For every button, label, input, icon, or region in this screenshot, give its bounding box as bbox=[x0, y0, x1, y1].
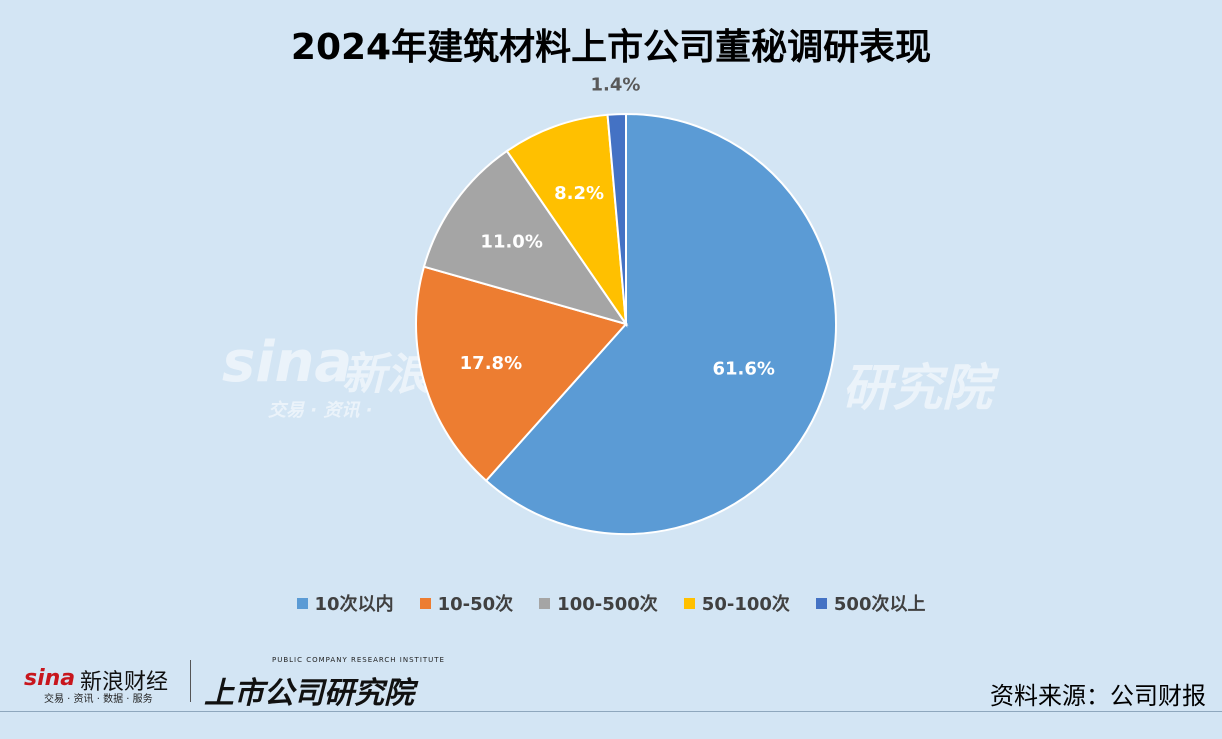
pie-chart: 61.6% 17.8% 11.0% 8.2% 1.4% bbox=[415, 74, 837, 535]
pie-slices bbox=[415, 112, 837, 535]
pie-slice-4 bbox=[505, 113, 628, 328]
pie-slice-2 bbox=[415, 265, 628, 483]
legend-label-1: 10次以内 bbox=[314, 594, 394, 615]
watermark-sina-sub: 交易 · 资讯 · bbox=[268, 400, 373, 421]
pie-slice-3 bbox=[422, 149, 629, 326]
data-label-2: 17.8% bbox=[460, 353, 522, 374]
data-label-3: 11.0% bbox=[480, 232, 542, 253]
legend-label-5: 500次以上 bbox=[833, 594, 926, 615]
legend-swatch-3 bbox=[539, 597, 551, 609]
data-label-1: 61.6% bbox=[712, 358, 774, 379]
legend-swatch-4 bbox=[683, 597, 695, 609]
legend-label-4: 50-100次 bbox=[701, 594, 790, 615]
source-note: 资料来源：公司财报 bbox=[990, 682, 1206, 710]
watermark-sina-word: sina bbox=[222, 330, 353, 395]
legend-label-3: 100-500次 bbox=[557, 594, 658, 615]
legend-item-4: 50-100次 bbox=[683, 590, 790, 616]
legend-swatch-5 bbox=[815, 597, 827, 609]
logo-divider bbox=[190, 660, 191, 702]
legend-item-5: 500次以上 bbox=[815, 590, 926, 616]
data-label-4: 8.2% bbox=[554, 183, 604, 204]
sina-logo-subtitle: 交易 · 资讯 · 数据 · 服务 bbox=[44, 694, 153, 705]
watermark-research: 研究院 bbox=[842, 359, 992, 417]
footer-divider bbox=[0, 711, 1222, 712]
chart-title: 2024年建筑材料上市公司董秘调研表现 bbox=[290, 27, 932, 68]
sina-finance-logo: sina 新浪财经 交易 · 资讯 · 数据 · 服务 bbox=[22, 652, 182, 705]
legend-swatch-1 bbox=[296, 597, 308, 609]
research-institute-logo: 上市公司研究院 bbox=[204, 676, 414, 711]
watermark-sina-cn: 新浪 bbox=[342, 349, 430, 400]
sina-logo-chinese: 新浪财经 bbox=[80, 670, 169, 695]
sina-logo-word: sina bbox=[24, 666, 76, 691]
data-label-5: 1.4% bbox=[591, 74, 641, 95]
legend-label-2: 10-50次 bbox=[437, 594, 514, 615]
legend: 10次以内 10-50次 100-500次 50-100次 500次以上 bbox=[0, 590, 1222, 616]
pie-slice-5 bbox=[606, 112, 627, 325]
research-logo-english: PUBLIC COMPANY RESEARCH INSTITUTE bbox=[272, 656, 445, 664]
legend-item-2: 10-50次 bbox=[419, 590, 514, 616]
pie-labels: 61.6% 17.8% 11.0% 8.2% 1.4% bbox=[460, 74, 775, 379]
legend-item-3: 100-500次 bbox=[539, 590, 658, 616]
pie-slice-1 bbox=[484, 112, 837, 535]
legend-item-1: 10次以内 bbox=[296, 590, 394, 616]
legend-swatch-2 bbox=[419, 597, 431, 609]
